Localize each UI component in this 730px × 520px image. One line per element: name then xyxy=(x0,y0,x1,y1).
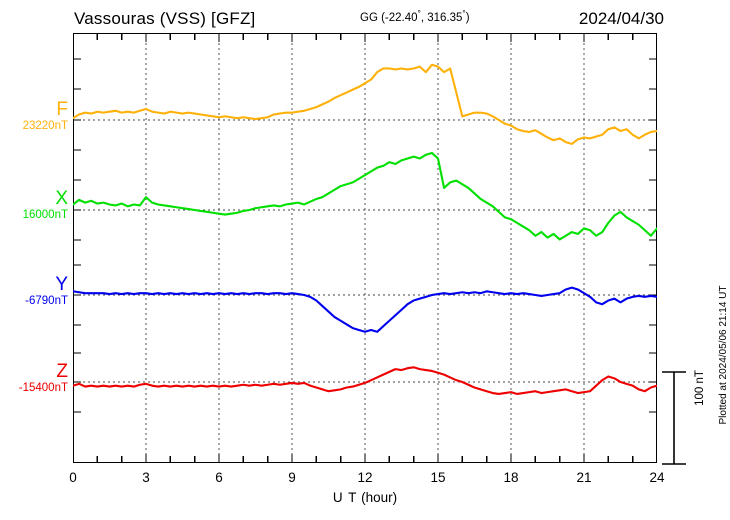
trace-z-vertical-component xyxy=(73,366,657,396)
xtick-label-9: 9 xyxy=(288,470,296,485)
component-letter-f: F xyxy=(56,99,68,120)
component-label-x: X 16000nT xyxy=(4,189,68,222)
component-baseline-x: 16000nT xyxy=(22,209,68,221)
xtick-label-6: 6 xyxy=(215,470,223,485)
component-baseline-y: -6790nT xyxy=(25,295,68,307)
trace-f-total-field xyxy=(73,63,657,145)
component-label-z: Z -15400nT xyxy=(4,362,68,395)
component-letter-y: Y xyxy=(55,274,68,295)
scale-bar xyxy=(662,371,686,465)
xtick-label-24: 24 xyxy=(649,470,665,485)
trace-x-north-component xyxy=(73,151,657,241)
component-baseline-z: -15400nT xyxy=(18,382,68,394)
vertical-gridlines xyxy=(145,33,585,463)
scale-bar-label: 100 nT xyxy=(694,370,706,406)
observation-date: 2024/04/30 xyxy=(578,9,664,28)
degree-symbol-latitude: ° xyxy=(417,9,421,19)
component-label-y: Y -6790nT xyxy=(4,275,68,308)
xtick-label-12: 12 xyxy=(357,470,373,485)
component-letter-x: X xyxy=(55,188,68,209)
x-axis-title: U T (hour) xyxy=(0,490,730,505)
magnetogram-plot xyxy=(73,33,657,463)
degree-symbol-longitude: ° xyxy=(462,9,466,19)
x-axis-title-ut: U T xyxy=(332,490,358,505)
xtick-label-18: 18 xyxy=(503,470,519,485)
y-axis-ticks xyxy=(73,58,81,413)
geographic-coordinates: GG (-22.40°, 316.35°) xyxy=(360,9,470,24)
xtick-label-0: 0 xyxy=(69,470,77,485)
xtick-label-21: 21 xyxy=(576,470,592,485)
xtick-label-15: 15 xyxy=(430,470,446,485)
component-baseline-f: 23220nT xyxy=(22,120,68,132)
xtick-label-3: 3 xyxy=(142,470,150,485)
trace-group xyxy=(73,63,657,396)
component-letter-z: Z xyxy=(56,361,68,382)
component-label-f: F 23220nT xyxy=(4,100,68,133)
geo-coords-suffix: ) xyxy=(465,12,470,24)
station-title: Vassouras (VSS) [GFZ] xyxy=(74,9,256,28)
plotted-at-timestamp: Plotted at 2024/05/06 21:14 UT xyxy=(718,285,729,425)
x-axis-title-unit: (hour) xyxy=(361,490,398,505)
geo-coords-mid: , 316.35 xyxy=(420,12,463,24)
x-axis-minor-ticks xyxy=(96,33,634,463)
trace-y-east-component xyxy=(73,286,657,333)
geo-coords-prefix: GG (-22.40 xyxy=(360,12,418,24)
